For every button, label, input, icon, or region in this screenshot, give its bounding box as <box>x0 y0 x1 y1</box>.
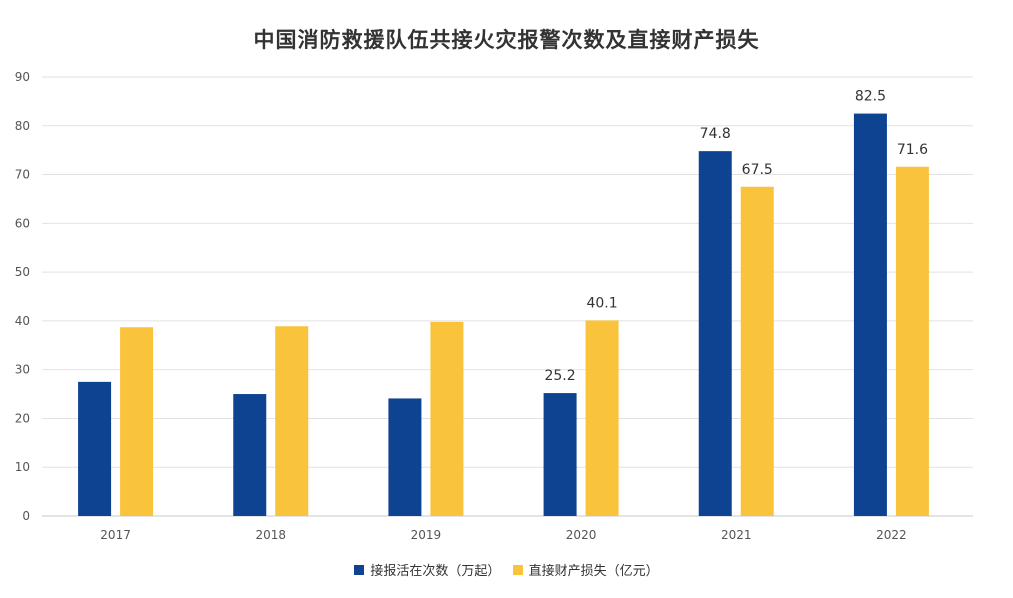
data-label-series-2-2021: 67.5 <box>742 162 773 178</box>
legend-label-series-1: 接报活在次数（万起） <box>370 564 501 579</box>
x-tick-label: 2019 <box>411 528 442 542</box>
legend-swatch-series-2 <box>512 564 523 575</box>
data-label-series-1-2022: 82.5 <box>855 89 886 105</box>
legend-item-series-2: 直接财产损失（亿元） <box>512 560 659 579</box>
y-tick-label: 90 <box>15 70 30 84</box>
bar-series-1-2021 <box>698 151 732 517</box>
data-label-series-1-2020: 25.2 <box>544 368 575 384</box>
bar-series-2-2019 <box>430 321 464 516</box>
bar-series-2-2021 <box>740 186 774 516</box>
data-label-series-2-2022: 71.6 <box>897 142 928 158</box>
bar-series-1-2020 <box>543 393 577 516</box>
bar-series-2-2018 <box>275 326 309 516</box>
y-tick-label: 40 <box>15 314 30 328</box>
x-tick-label: 2020 <box>566 528 597 542</box>
y-tick-label: 50 <box>15 265 30 279</box>
bar-series-1-2018 <box>233 394 267 516</box>
x-tick-label: 2022 <box>876 528 907 542</box>
chart-title: 中国消防救援队伍共接火灾报警次数及直接财产损失 <box>253 27 760 52</box>
bar-series-1-2022 <box>853 113 887 516</box>
bar-series-2-2022 <box>895 166 929 517</box>
bar-series-1-2017 <box>78 381 112 516</box>
legend-item-series-1: 接报活在次数（万起） <box>354 560 500 579</box>
data-label-series-1-2021: 74.8 <box>700 126 731 142</box>
y-tick-label: 20 <box>15 411 30 425</box>
legend-swatch-series-1 <box>354 564 365 575</box>
y-tick-label: 0 <box>22 509 30 523</box>
x-tick-label: 2021 <box>721 528 752 542</box>
legend: 接报活在次数（万起） 直接财产损失（亿元） <box>0 560 1013 579</box>
y-tick-label: 70 <box>15 168 30 182</box>
x-tick-label: 2017 <box>100 528 131 542</box>
bar-series-2-2020 <box>585 320 619 516</box>
bar-series-2-2017 <box>120 327 154 516</box>
data-label-series-2-2020: 40.1 <box>586 295 617 311</box>
y-tick-label: 60 <box>15 216 30 230</box>
y-tick-label: 80 <box>15 119 30 133</box>
y-tick-label: 30 <box>15 363 30 377</box>
x-tick-label: 2018 <box>255 528 286 542</box>
legend-label-series-2: 直接财产损失（亿元） <box>528 564 659 579</box>
bar-series-1-2019 <box>388 398 422 516</box>
y-tick-label: 10 <box>15 460 30 474</box>
